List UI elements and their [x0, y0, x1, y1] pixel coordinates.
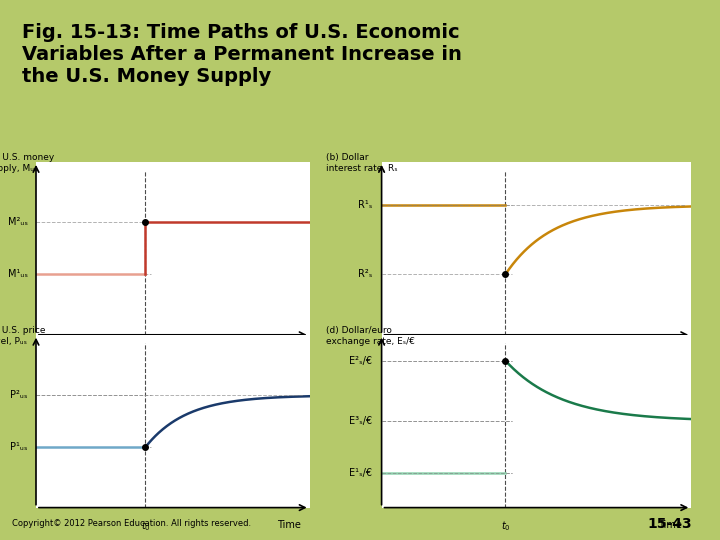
Text: $t_0$: $t_0$: [140, 519, 150, 534]
Text: E¹ₛ/€: E¹ₛ/€: [349, 468, 372, 478]
Text: P²ᵤₛ: P²ᵤₛ: [10, 390, 28, 400]
Text: Time: Time: [277, 347, 302, 357]
Text: $t_0$: $t_0$: [500, 519, 510, 534]
Text: R²ₛ: R²ₛ: [358, 269, 372, 279]
Text: M¹ᵤₛ: M¹ᵤₛ: [8, 269, 28, 279]
Text: $t_0$: $t_0$: [140, 347, 150, 361]
Text: Time: Time: [658, 519, 682, 530]
Text: $t_0$: $t_0$: [500, 347, 510, 361]
Text: R¹ₛ: R¹ₛ: [358, 200, 372, 210]
Text: 15-43: 15-43: [647, 517, 692, 531]
Text: M²ᵤₛ: M²ᵤₛ: [8, 218, 28, 227]
Text: (a) U.S. money
supply, Mᵤₛ: (a) U.S. money supply, Mᵤₛ: [0, 153, 54, 173]
Text: (b) Dollar
interest rate, Rₛ: (b) Dollar interest rate, Rₛ: [326, 153, 397, 173]
Text: Copyright© 2012 Pearson Education. All rights reserved.: Copyright© 2012 Pearson Education. All r…: [12, 519, 251, 528]
Text: Time: Time: [277, 519, 302, 530]
Text: E²ₛ/€: E²ₛ/€: [349, 356, 372, 366]
Text: (d) Dollar/euro
exchange rate, Eₛ/€: (d) Dollar/euro exchange rate, Eₛ/€: [326, 326, 415, 346]
Text: Fig. 15-13: Time Paths of U.S. Economic
Variables After a Permanent Increase in
: Fig. 15-13: Time Paths of U.S. Economic …: [22, 23, 462, 86]
Text: Time: Time: [658, 347, 682, 357]
Text: (c) U.S. price
level, Pᵤₛ: (c) U.S. price level, Pᵤₛ: [0, 326, 45, 346]
Text: P¹ᵤₛ: P¹ᵤₛ: [10, 442, 28, 452]
Text: E³ₛ/€: E³ₛ/€: [349, 416, 372, 426]
